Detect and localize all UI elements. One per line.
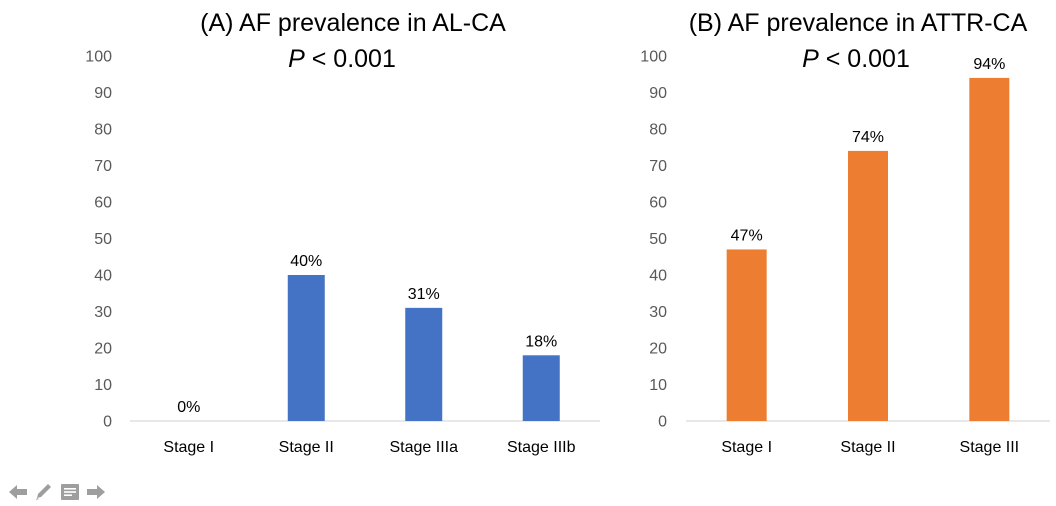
slide-toolbar: [8, 483, 106, 501]
data-label: 31%: [408, 286, 440, 303]
category-label: Stage II: [279, 439, 334, 456]
y-tick-label: 10: [649, 377, 667, 394]
bar: [726, 249, 767, 421]
y-tick-label: 60: [94, 195, 112, 212]
y-tick-label: 90: [94, 85, 112, 102]
chart-subtitle: P < 0.001: [802, 45, 910, 73]
bar: [287, 275, 325, 421]
y-tick-label: 30: [94, 304, 112, 321]
pencil-icon[interactable]: [34, 483, 54, 501]
y-tick-label: 50: [649, 231, 667, 248]
y-tick-label: 20: [94, 341, 112, 358]
y-tick-label: 80: [649, 122, 667, 139]
bar: [522, 355, 560, 421]
y-tick-label: 20: [649, 341, 667, 358]
y-tick-label: 90: [649, 85, 667, 102]
y-tick-label: 10: [94, 377, 112, 394]
y-tick-label: 80: [94, 122, 112, 139]
y-tick-label: 0: [103, 414, 112, 431]
menu-icon[interactable]: [60, 483, 80, 501]
p-value-text: < 0.001: [819, 45, 910, 73]
arrow-left-icon[interactable]: [8, 483, 28, 501]
chart-al-ca: (A) AF prevalence in AL-CA P < 0.001 0 10 20…: [85, 9, 600, 456]
charts-canvas: (A) AF prevalence in AL-CA P < 0.001 0 10 20…: [85, 9, 1050, 456]
category-label: Stage IIIa: [390, 439, 459, 456]
p-value-symbol: P: [288, 45, 305, 73]
y-tick-label: 30: [649, 304, 667, 321]
data-label: 18%: [525, 333, 557, 350]
data-label: 74%: [852, 129, 884, 146]
p-value-text: < 0.001: [305, 45, 396, 73]
category-label: Stage III: [960, 439, 1020, 456]
y-tick-label: 0: [658, 414, 667, 431]
y-tick-label: 100: [85, 49, 112, 66]
chart-subtitle: P < 0.001: [288, 45, 396, 73]
category-label: Stage I: [163, 439, 214, 456]
y-tick-label: 70: [649, 158, 667, 175]
y-tick-label: 40: [649, 268, 667, 285]
data-label: 40%: [290, 253, 322, 270]
arrow-right-icon[interactable]: [86, 483, 106, 501]
bar: [405, 307, 443, 421]
category-label: Stage IIIb: [507, 439, 576, 456]
bar: [848, 150, 888, 421]
y-tick-label: 40: [94, 268, 112, 285]
y-tick-label: 60: [649, 195, 667, 212]
data-label: 94%: [973, 56, 1005, 73]
data-label: 47%: [731, 227, 763, 244]
chart-title: (B) AF prevalence in ATTR-CA: [689, 9, 1028, 37]
p-value-symbol: P: [802, 45, 819, 73]
chart-attr-ca: (B) AF prevalence in ATTR-CA P < 0.001 0 10…: [640, 9, 1050, 456]
y-tick-label: 50: [94, 231, 112, 248]
category-label: Stage II: [840, 439, 895, 456]
bar: [969, 77, 1010, 422]
y-tick-label: 70: [94, 158, 112, 175]
y-tick-label: 100: [640, 49, 667, 66]
chart-title: (A) AF prevalence in AL-CA: [200, 9, 506, 37]
category-label: Stage I: [721, 439, 772, 456]
data-label: 0%: [177, 399, 200, 416]
